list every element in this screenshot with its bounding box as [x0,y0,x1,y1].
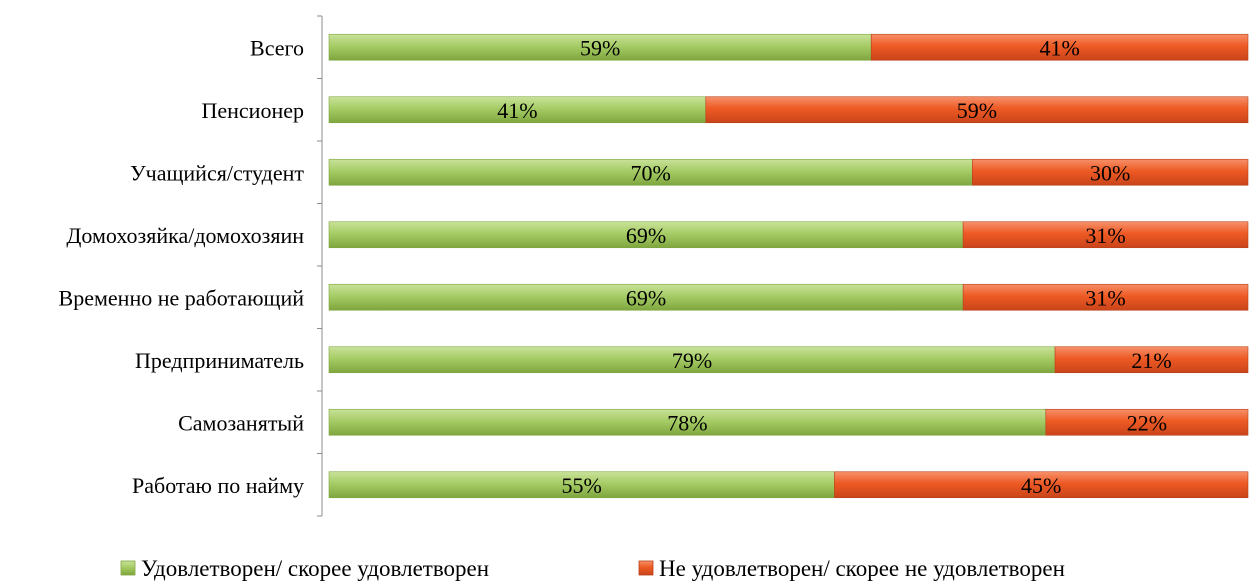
data-label: 59% [957,98,997,123]
data-label: 69% [626,285,666,310]
data-label: 31% [1085,285,1125,310]
category-labels: Всего Пенсионер Учащийся/студент Домохозяйк… [59,35,305,498]
legend: Удовлетворен/ скорее удовлетворен Не удов… [121,556,1065,581]
category-label: Домохозяйка/домохозяин [66,223,304,248]
category-label: Самозанятый [178,410,304,435]
category-label: Предприниматель [135,348,304,373]
category-label: Всего [250,35,304,60]
data-label: 78% [667,410,707,435]
category-label: Работаю по найму [132,473,304,498]
category-label: Учащийся/студент [130,160,304,185]
category-axis [317,16,322,516]
data-label: 55% [562,473,602,498]
data-label: 59% [580,35,620,60]
data-label: 70% [630,160,670,185]
category-label: Пенсионер [201,98,304,123]
data-label: 41% [497,98,537,123]
data-label: 79% [672,348,712,373]
data-label: 45% [1021,473,1061,498]
data-label: 22% [1127,410,1167,435]
legend-swatch [121,561,135,575]
data-label: 69% [626,223,666,248]
category-label: Временно не работающий [59,285,305,310]
legend-label: Удовлетворен/ скорее удовлетворен [141,556,489,581]
legend-label: Не удовлетворен/ скорее не удовлетворен [659,556,1065,581]
bars [329,34,1248,498]
data-label: 31% [1085,223,1125,248]
data-label: 30% [1090,160,1130,185]
data-label: 21% [1131,348,1171,373]
data-label: 41% [1039,35,1079,60]
legend-swatch [639,561,653,575]
